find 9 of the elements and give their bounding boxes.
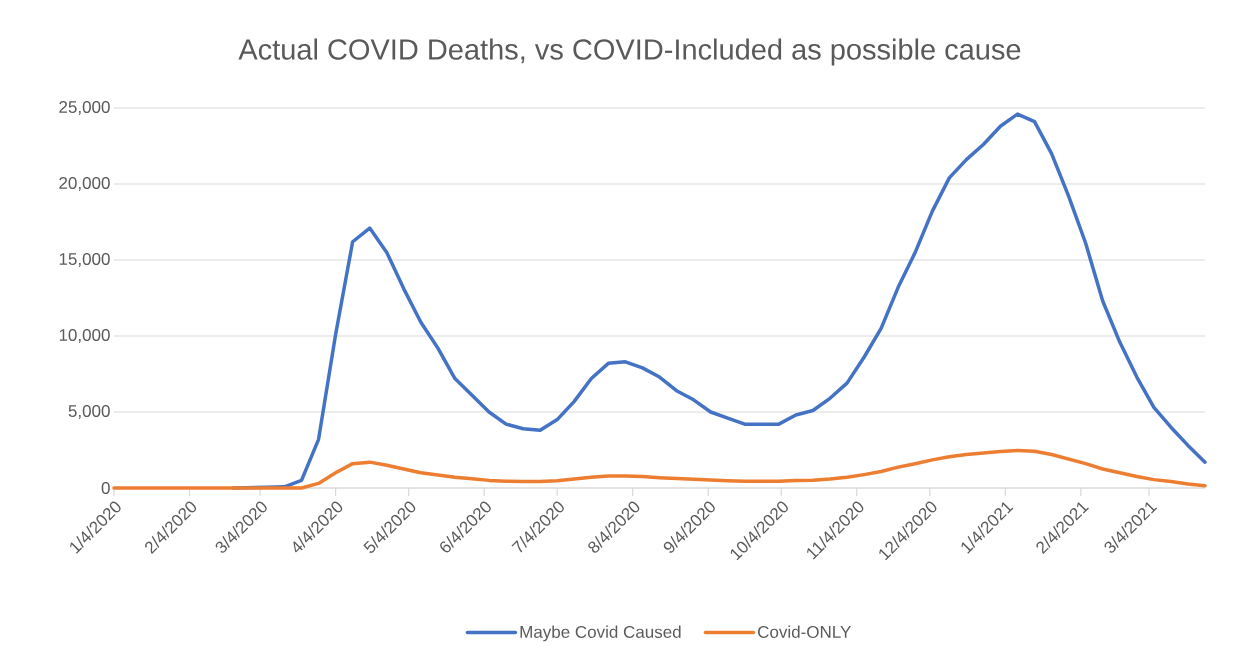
- y-tick-label: 20,000: [59, 176, 110, 192]
- chart-title: Actual COVID Deaths, vs COVID-Included as possible cause: [238, 38, 1021, 66]
- y-tick-label: 0: [101, 481, 110, 495]
- legend-label: Covid-ONLY: [758, 625, 851, 638]
- legend-label: Maybe Covid Caused: [520, 625, 681, 642]
- y-tick-label: 5,000: [68, 404, 110, 420]
- y-tick-label: 15,000: [59, 252, 110, 268]
- y-tick-label: 10,000: [59, 328, 110, 344]
- y-tick-label: 25,000: [59, 100, 110, 116]
